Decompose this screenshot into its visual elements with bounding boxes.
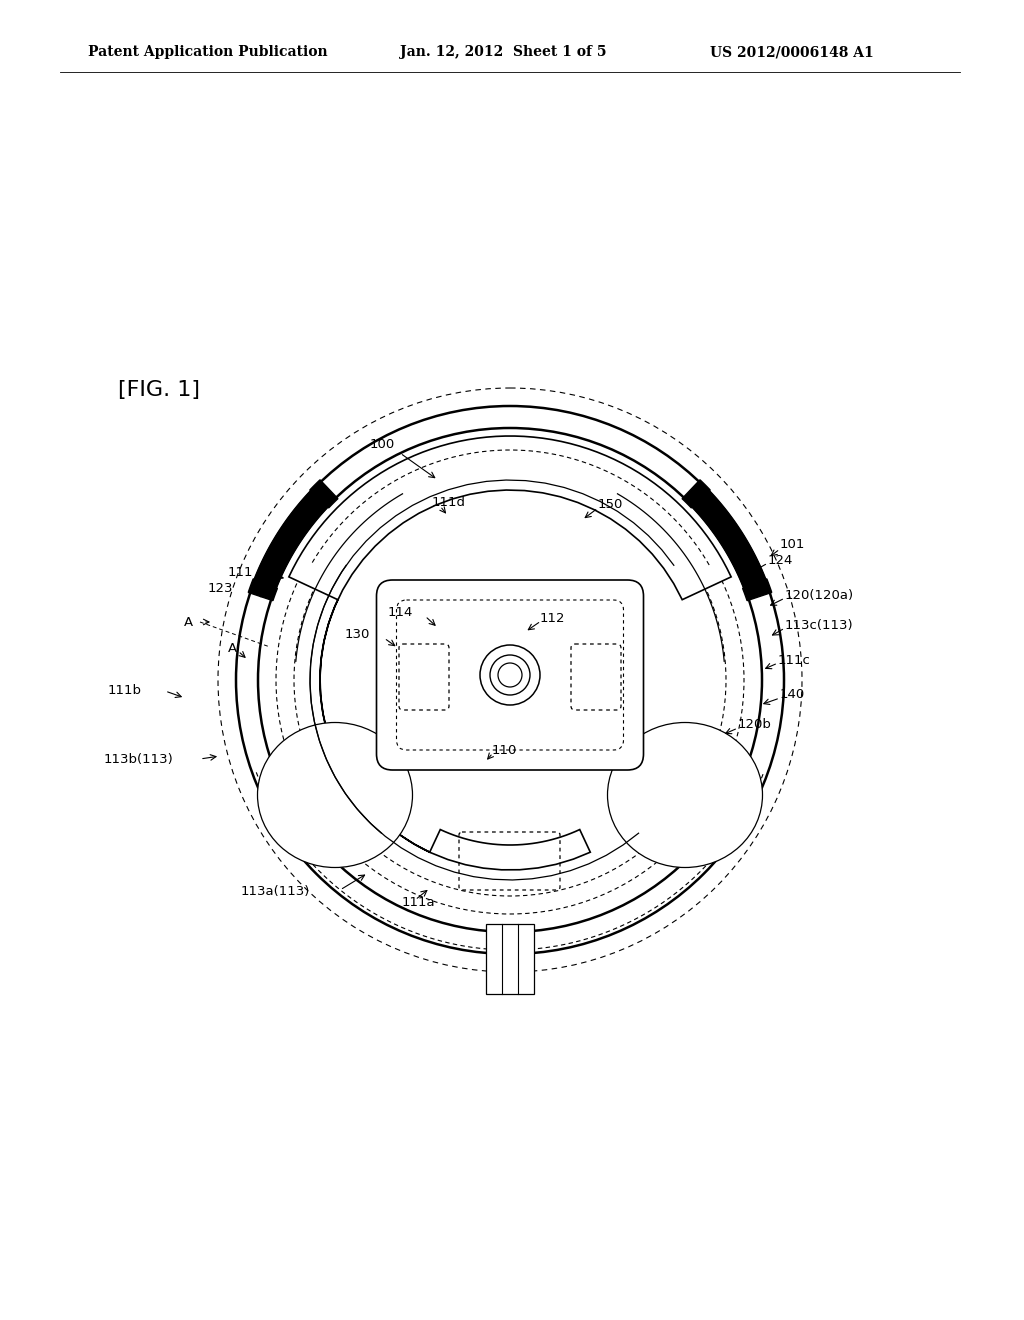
Text: 113a(113): 113a(113) xyxy=(241,886,310,899)
Ellipse shape xyxy=(257,722,413,867)
Text: Patent Application Publication: Patent Application Publication xyxy=(88,45,328,59)
Bar xyxy=(486,924,534,994)
Text: 101: 101 xyxy=(780,539,805,552)
Polygon shape xyxy=(742,579,772,601)
Polygon shape xyxy=(310,479,338,508)
Text: 123: 123 xyxy=(208,582,233,594)
Text: 111b: 111b xyxy=(108,684,142,697)
Ellipse shape xyxy=(607,722,763,867)
Text: 124: 124 xyxy=(768,553,794,566)
Text: Jan. 12, 2012  Sheet 1 of 5: Jan. 12, 2012 Sheet 1 of 5 xyxy=(400,45,606,59)
Polygon shape xyxy=(252,486,333,594)
Text: 111: 111 xyxy=(227,565,253,578)
Text: 114: 114 xyxy=(388,606,413,619)
Text: 150: 150 xyxy=(598,499,624,511)
Text: 113c(113): 113c(113) xyxy=(785,619,854,631)
Text: 130: 130 xyxy=(345,628,370,642)
Text: 111a: 111a xyxy=(402,895,435,908)
Text: [FIG. 1]: [FIG. 1] xyxy=(118,380,200,400)
Polygon shape xyxy=(248,579,278,601)
Text: 111c: 111c xyxy=(778,653,811,667)
Text: 120b: 120b xyxy=(738,718,772,731)
Text: A: A xyxy=(228,642,238,655)
Text: 140: 140 xyxy=(780,689,805,701)
Polygon shape xyxy=(687,486,768,594)
Polygon shape xyxy=(289,436,731,870)
Text: A: A xyxy=(184,615,193,628)
FancyBboxPatch shape xyxy=(377,579,643,770)
Text: 111d: 111d xyxy=(432,496,466,510)
Text: 112: 112 xyxy=(540,611,565,624)
Text: 110: 110 xyxy=(492,743,517,756)
Text: 120(120a): 120(120a) xyxy=(785,589,854,602)
Text: US 2012/0006148 A1: US 2012/0006148 A1 xyxy=(710,45,873,59)
Text: 100: 100 xyxy=(370,438,395,451)
Text: 113b(113): 113b(113) xyxy=(103,754,173,767)
Polygon shape xyxy=(682,479,711,508)
